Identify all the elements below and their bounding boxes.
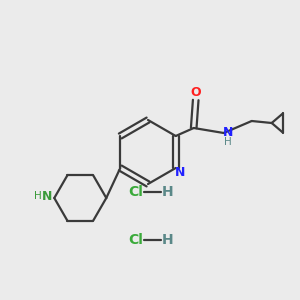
Text: N: N xyxy=(42,190,52,202)
Text: Cl: Cl xyxy=(129,185,143,199)
Text: H: H xyxy=(162,233,174,247)
Text: N: N xyxy=(223,127,233,140)
Text: H: H xyxy=(224,137,232,147)
Text: N: N xyxy=(175,167,185,179)
Text: H: H xyxy=(34,191,42,201)
Text: O: O xyxy=(190,85,201,98)
Text: Cl: Cl xyxy=(129,233,143,247)
Text: H: H xyxy=(162,185,174,199)
